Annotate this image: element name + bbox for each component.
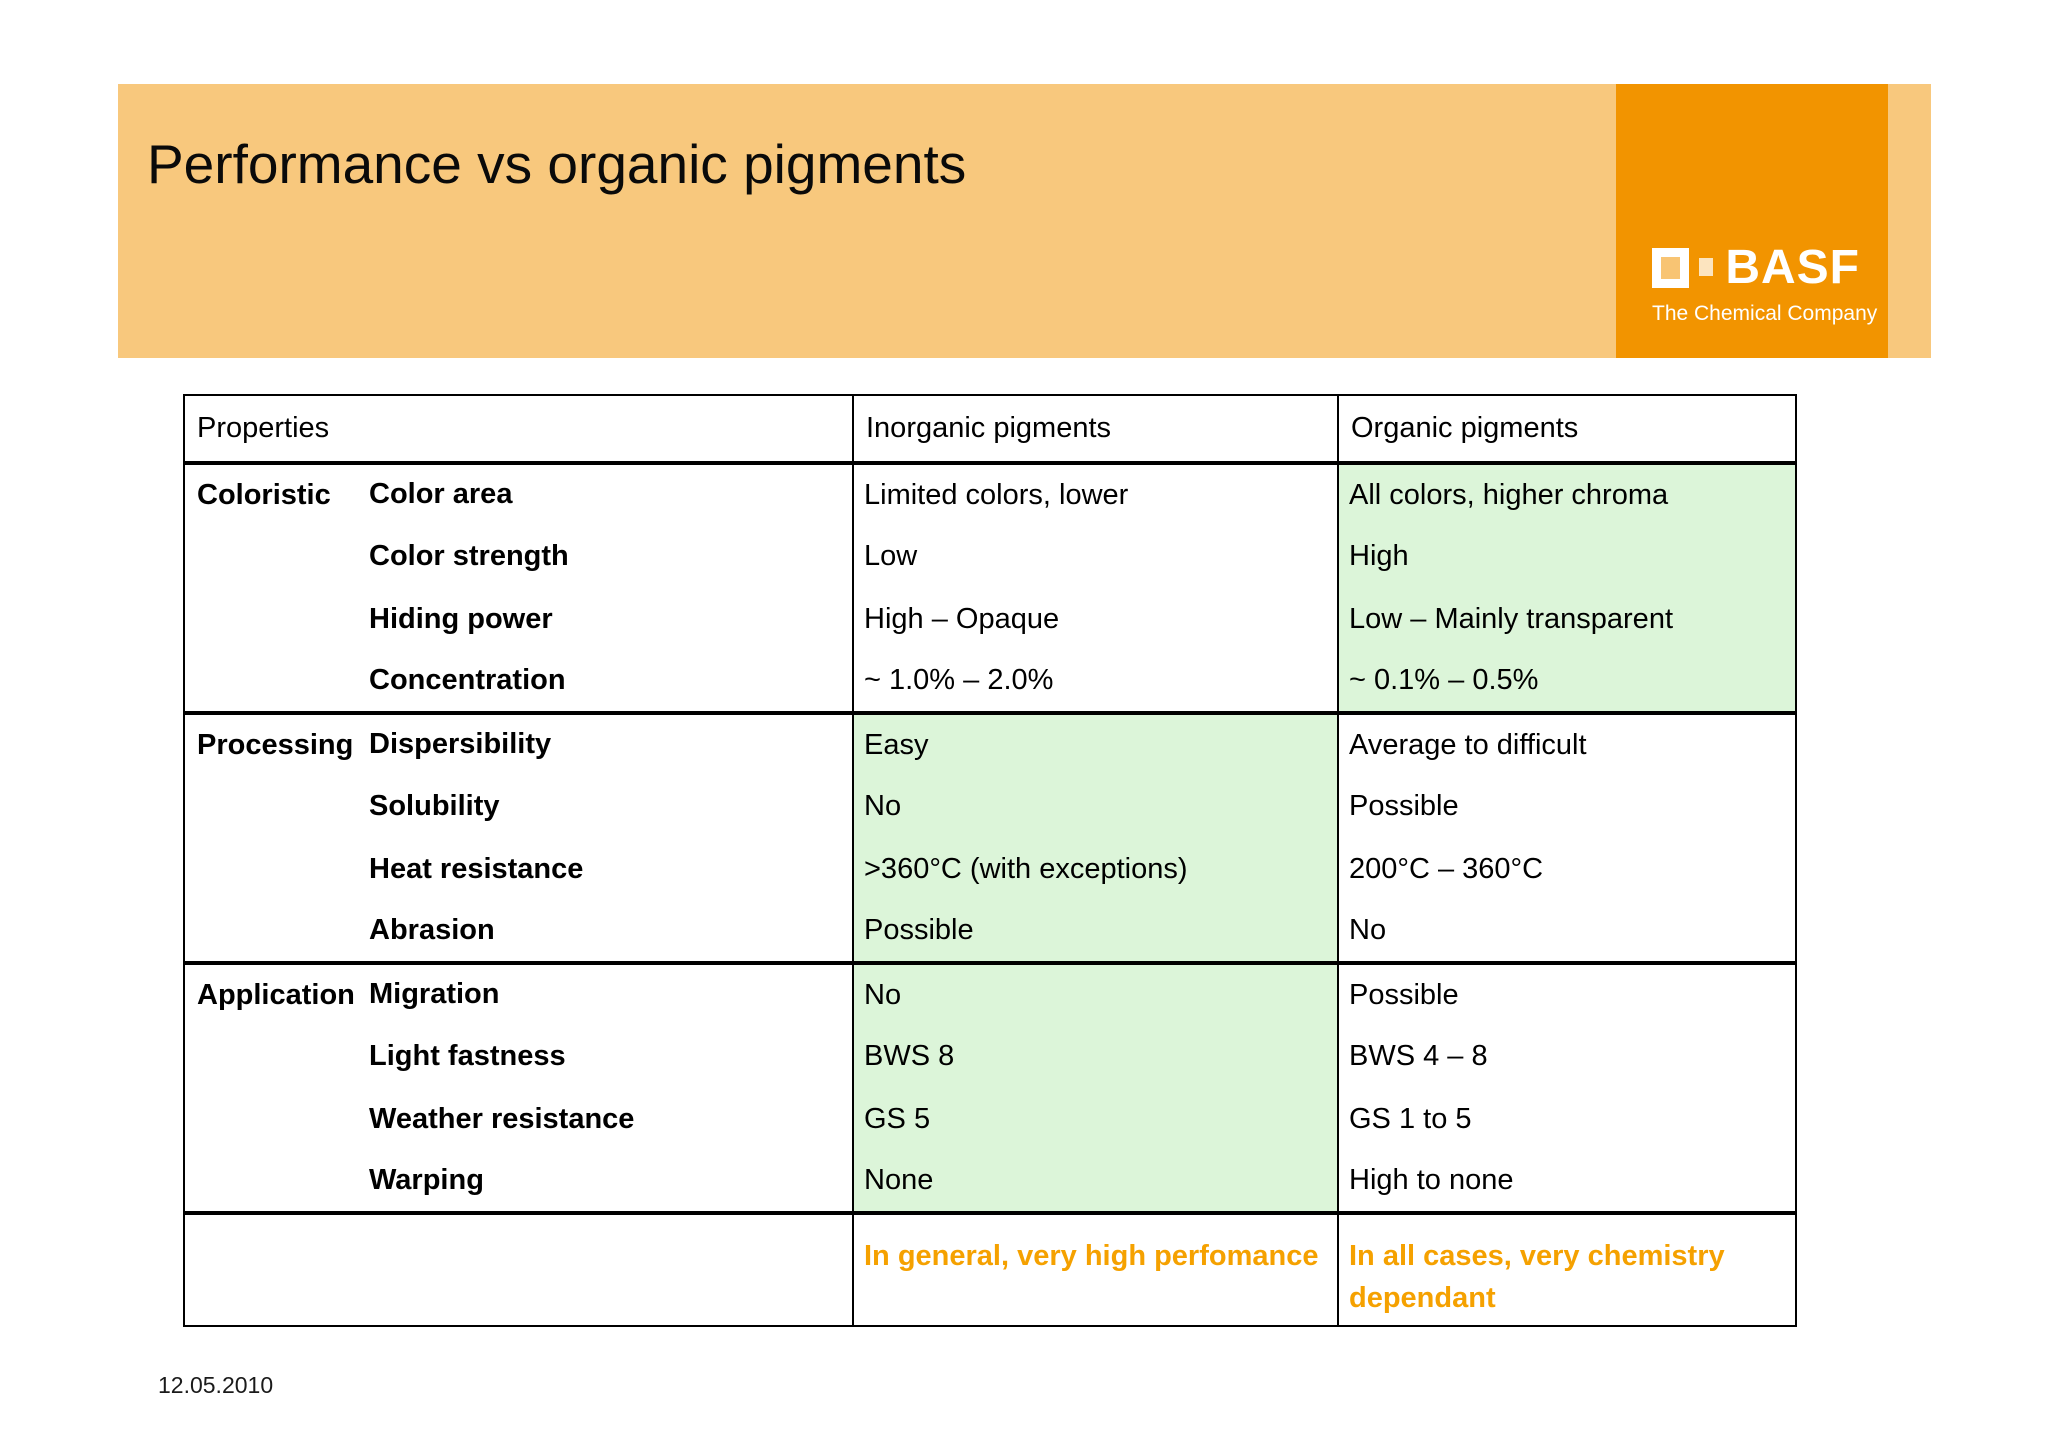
organic-value-cell: 200°C – 360°C — [1337, 838, 1797, 901]
inorganic-value-cell: Low — [852, 525, 1339, 588]
inorganic-value-cell: None — [852, 1150, 1339, 1213]
organic-value-cell: Possible — [1337, 775, 1797, 838]
header-banner: Performance vs organic pigments BASF The… — [118, 84, 1931, 358]
property-label: Light fastness — [369, 1040, 566, 1073]
property-label: Color strength — [369, 540, 569, 573]
property-cell: Abrasion — [183, 900, 854, 963]
table-row: Hiding power High – Opaque Low – Mainly tr… — [183, 588, 1797, 651]
table-row: Heat resistance >360°C (with exceptions) 2… — [183, 838, 1797, 901]
organic-value-cell: High — [1337, 525, 1797, 588]
category-label: Application — [197, 979, 355, 1012]
property-cell: Solubility — [183, 775, 854, 838]
table-header-row: Properties Inorganic pigments Organic pi… — [183, 394, 1797, 465]
organic-value-cell: ~ 0.1% – 0.5% — [1337, 650, 1797, 713]
table-row: Warping None High to none — [183, 1150, 1797, 1213]
property-cell: Processing Dispersibility — [183, 711, 854, 776]
property-label: Warping — [369, 1164, 484, 1197]
inorganic-value-cell: Limited colors, lower — [852, 461, 1339, 526]
property-label: Dispersibility — [369, 728, 552, 761]
property-label: Migration — [369, 978, 500, 1011]
table-body: Coloristic Color area Limited colors, lowe… — [183, 461, 1797, 1213]
property-label: Solubility — [369, 790, 500, 823]
inorganic-value-cell: No — [852, 961, 1339, 1026]
table-row: Coloristic Color area Limited colors, lowe… — [183, 461, 1797, 526]
inorganic-value-cell: GS 5 — [852, 1088, 1339, 1151]
property-cell: Concentration — [183, 650, 854, 713]
basf-square-icon — [1652, 248, 1689, 288]
property-cell: Coloristic Color area — [183, 461, 854, 526]
page-title: Performance vs organic pigments — [147, 133, 967, 195]
table-row: Abrasion Possible No — [183, 900, 1797, 963]
organic-value-cell: Possible — [1337, 961, 1797, 1026]
table-row: Processing Dispersibility Easy Average to d… — [183, 711, 1797, 776]
table-row: Application Migration No Possible — [183, 961, 1797, 1026]
property-cell: Hiding power — [183, 588, 854, 651]
table-row: Solubility No Possible — [183, 775, 1797, 838]
summary-inorganic-cell: In general, very high perfomance — [852, 1211, 1339, 1327]
property-label: Weather resistance — [369, 1102, 635, 1135]
table-row: Color strength Low High — [183, 525, 1797, 588]
summary-organic-cell: In all cases, very chemistry dependant — [1337, 1211, 1797, 1327]
inorganic-value-cell: No — [852, 775, 1339, 838]
table-row: Concentration ~ 1.0% – 2.0% ~ 0.1% – 0.5% — [183, 650, 1797, 713]
column-header-properties: Properties — [183, 394, 854, 465]
property-cell: Heat resistance — [183, 838, 854, 901]
basf-logo-block: BASF The Chemical Company — [1616, 84, 1888, 358]
summary-row: In general, very high perfomance In all … — [183, 1211, 1797, 1327]
inorganic-value-cell: BWS 8 — [852, 1025, 1339, 1088]
property-cell: Warping — [183, 1150, 854, 1213]
basf-logo-text: BASF — [1725, 241, 1860, 294]
basf-logo: BASF The Chemical Company — [1652, 241, 1878, 326]
comparison-table: Properties Inorganic pigments Organic pi… — [183, 394, 1797, 1327]
organic-value-cell: High to none — [1337, 1150, 1797, 1213]
basf-logo-caption: The Chemical Company — [1652, 302, 1878, 325]
category-label: Processing — [197, 729, 354, 762]
organic-value-cell: Low – Mainly transparent — [1337, 588, 1797, 651]
inorganic-value-cell: Possible — [852, 900, 1339, 963]
property-label: Hiding power — [369, 602, 553, 635]
property-cell: Application Migration — [183, 961, 854, 1026]
inorganic-value-cell: ~ 1.0% – 2.0% — [852, 650, 1339, 713]
organic-value-cell: All colors, higher chroma — [1337, 461, 1797, 526]
summary-empty-cell — [183, 1211, 854, 1327]
property-label: Abrasion — [369, 914, 495, 947]
inorganic-value-cell: Easy — [852, 711, 1339, 776]
organic-value-cell: Average to difficult — [1337, 711, 1797, 776]
property-cell: Light fastness — [183, 1025, 854, 1088]
organic-value-cell: No — [1337, 900, 1797, 963]
footer-date: 12.05.2010 — [158, 1372, 274, 1398]
column-header-organic: Organic pigments — [1337, 394, 1797, 465]
organic-value-cell: BWS 4 – 8 — [1337, 1025, 1797, 1088]
inorganic-value-cell: >360°C (with exceptions) — [852, 838, 1339, 901]
table-row: Weather resistance GS 5 GS 1 to 5 — [183, 1088, 1797, 1151]
property-label: Heat resistance — [369, 852, 584, 885]
category-label: Coloristic — [197, 479, 331, 512]
property-label: Concentration — [369, 664, 566, 697]
property-cell: Color strength — [183, 525, 854, 588]
basf-small-square-icon — [1698, 258, 1714, 276]
table-row: Light fastness BWS 8 BWS 4 – 8 — [183, 1025, 1797, 1088]
property-cell: Weather resistance — [183, 1088, 854, 1151]
organic-value-cell: GS 1 to 5 — [1337, 1088, 1797, 1151]
inorganic-value-cell: High – Opaque — [852, 588, 1339, 651]
property-label: Color area — [369, 478, 513, 511]
column-header-inorganic: Inorganic pigments — [852, 394, 1339, 465]
